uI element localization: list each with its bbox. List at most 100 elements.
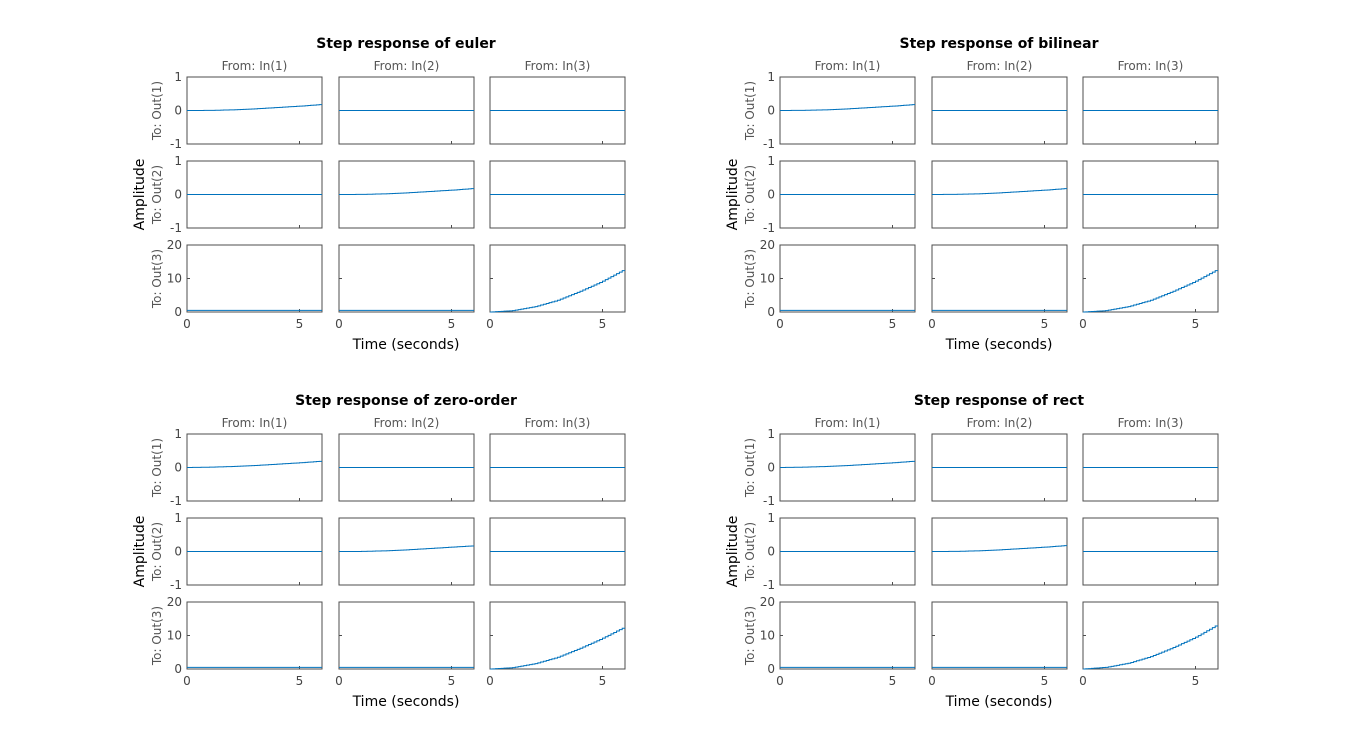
axes-box — [338, 601, 475, 670]
x-tick-label: 5 — [599, 674, 607, 688]
axes-box — [186, 601, 323, 670]
input-label: From: In(2) — [967, 59, 1033, 73]
y-tick-label: 0 — [767, 545, 775, 559]
y-axis-label: Amplitude — [132, 516, 148, 588]
subplot-out3-in1 — [779, 601, 916, 670]
chart-title: Step response of zero-order — [295, 393, 517, 409]
x-tick-label: 0 — [1079, 674, 1087, 688]
x-tick-label: 5 — [296, 674, 304, 688]
axes-box — [489, 601, 626, 670]
y-tick-label: 20 — [167, 238, 182, 252]
input-label: From: In(3) — [1118, 59, 1184, 73]
y-tick-label: 1 — [174, 427, 182, 441]
y-tick-label: -1 — [763, 221, 775, 235]
step-series-out2-in2 — [932, 545, 1067, 552]
y-tick-label: 1 — [767, 154, 775, 168]
y-tick-label: 10 — [167, 629, 182, 643]
x-tick-label: 0 — [335, 317, 343, 331]
output-label: To: Out(2) — [150, 165, 164, 225]
input-label: From: In(1) — [815, 59, 881, 73]
subplot-out3-in1 — [186, 244, 323, 313]
output-label: To: Out(1) — [743, 438, 757, 498]
step-series-out2-in2 — [339, 545, 474, 552]
y-tick-label: 0 — [174, 305, 182, 319]
subplot-out3-in2 — [931, 601, 1068, 670]
y-tick-label: 20 — [760, 238, 775, 252]
subplot-out2-in1 — [186, 160, 323, 229]
subplot-out1-in3 — [489, 76, 626, 145]
subplot-out1-in3 — [1082, 433, 1219, 502]
y-tick-label: -1 — [763, 137, 775, 151]
y-tick-label: 0 — [767, 305, 775, 319]
subplot-out2-in3 — [1082, 517, 1219, 586]
subplot-out2-in2 — [931, 160, 1068, 229]
chart-title: Step response of euler — [316, 36, 496, 52]
chart-title: Step response of bilinear — [899, 36, 1098, 52]
y-tick-label: -1 — [170, 578, 182, 592]
step-series-out3-in3 — [1083, 625, 1218, 670]
y-tick-label: 20 — [760, 595, 775, 609]
x-tick-label: 0 — [928, 674, 936, 688]
step-series-out2-in2 — [932, 188, 1067, 195]
subplot-out2-in3 — [489, 517, 626, 586]
y-tick-label: 0 — [174, 662, 182, 676]
y-tick-label: -1 — [763, 578, 775, 592]
y-axis-label: Amplitude — [132, 159, 148, 231]
subplot-out2-in1 — [779, 160, 916, 229]
step-series-out1-in1 — [187, 104, 322, 111]
subplot-out2-in3 — [1082, 160, 1219, 229]
x-tick-label: 5 — [1041, 317, 1049, 331]
input-label: From: In(2) — [374, 59, 440, 73]
x-tick-label: 5 — [448, 317, 456, 331]
subplot-out1-in3 — [1082, 76, 1219, 145]
subplot-out1-in1 — [779, 76, 916, 145]
subplot-out3-in3 — [489, 244, 626, 313]
y-tick-label: 1 — [174, 154, 182, 168]
y-tick-label: 10 — [760, 629, 775, 643]
output-label: To: Out(2) — [743, 165, 757, 225]
x-axis-label: Time (seconds) — [945, 337, 1053, 353]
output-label: To: Out(2) — [743, 522, 757, 582]
input-label: From: In(2) — [374, 416, 440, 430]
subplot-out1-in1 — [779, 433, 916, 502]
output-label: To: Out(3) — [150, 249, 164, 309]
y-tick-label: 1 — [174, 511, 182, 525]
y-tick-label: 1 — [767, 511, 775, 525]
subplot-out1-in2 — [931, 433, 1068, 502]
output-label: To: Out(3) — [150, 606, 164, 666]
y-tick-label: -1 — [763, 494, 775, 508]
output-label: To: Out(2) — [150, 522, 164, 582]
subplot-out3-in3 — [1082, 601, 1219, 670]
y-tick-label: -1 — [170, 137, 182, 151]
output-label: To: Out(3) — [743, 249, 757, 309]
y-tick-label: 10 — [167, 272, 182, 286]
axes-box — [931, 244, 1068, 313]
x-tick-label: 0 — [1079, 317, 1087, 331]
y-tick-label: 10 — [760, 272, 775, 286]
axes-box — [186, 244, 323, 313]
x-tick-label: 5 — [1041, 674, 1049, 688]
output-label: To: Out(1) — [150, 438, 164, 498]
step-response-group-1: Step response of euler From: In(1) From: I… — [132, 36, 626, 353]
subplot-out1-in1 — [186, 433, 323, 502]
y-tick-label: 1 — [767, 70, 775, 84]
output-label: To: Out(1) — [150, 81, 164, 141]
y-tick-label: -1 — [170, 221, 182, 235]
x-tick-label: 5 — [889, 674, 897, 688]
subplot-out3-in1 — [779, 244, 916, 313]
y-tick-label: -1 — [170, 494, 182, 508]
x-tick-label: 5 — [889, 317, 897, 331]
y-tick-label: 0 — [174, 188, 182, 202]
step-series-out1-in1 — [780, 460, 915, 468]
x-tick-label: 5 — [296, 317, 304, 331]
x-tick-label: 0 — [486, 317, 494, 331]
axes-box — [1082, 601, 1219, 670]
x-axis-label: Time (seconds) — [352, 694, 460, 710]
x-tick-label: 0 — [486, 674, 494, 688]
subplot-out2-in1 — [779, 517, 916, 586]
input-label: From: In(1) — [222, 59, 288, 73]
subplot-out2-in2 — [338, 517, 475, 586]
y-tick-label: 0 — [767, 104, 775, 118]
x-tick-label: 0 — [183, 674, 191, 688]
